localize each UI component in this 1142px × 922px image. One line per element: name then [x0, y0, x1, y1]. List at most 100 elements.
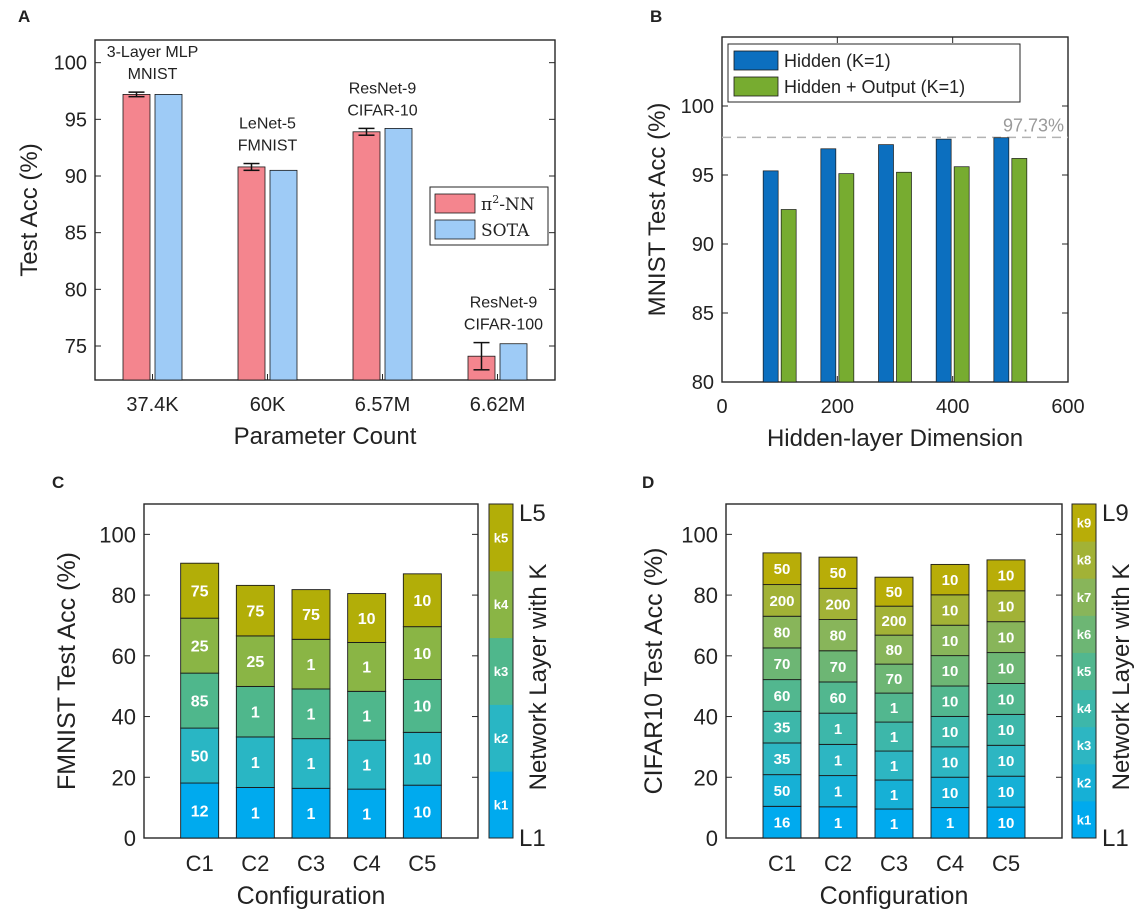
- segment-label: 25: [246, 654, 264, 671]
- colorbar-segment: [1072, 800, 1096, 839]
- colorbar-segment: [1072, 726, 1096, 765]
- legend-label: π2-NN: [481, 193, 535, 215]
- x-tick-label: C4: [353, 851, 381, 876]
- stack-segment: [818, 806, 858, 839]
- reference-label: 97.73%: [1003, 115, 1064, 135]
- colorbar-label: k8: [1077, 553, 1091, 568]
- x-tick-label: 0: [716, 396, 727, 418]
- segment-label: 10: [998, 568, 1015, 585]
- legend-label: Hidden + Output (K=1): [784, 77, 965, 97]
- x-axis-title: Configuration: [820, 882, 969, 910]
- stack-segment: [874, 721, 914, 752]
- x-tick-label: C1: [186, 851, 214, 876]
- bar-sota: [384, 127, 413, 381]
- y-tick-label: 60: [112, 644, 136, 669]
- segment-label: 1: [890, 700, 898, 717]
- stack-segment: [180, 672, 220, 729]
- segment-label: 12: [191, 803, 209, 820]
- y-tick-label: 85: [692, 303, 714, 325]
- bar-sota: [269, 169, 298, 381]
- stack-segment: [986, 559, 1026, 592]
- x-tick-label: 60K: [250, 394, 286, 416]
- colorbar-label: k7: [1077, 590, 1091, 605]
- segment-label: 16: [774, 815, 791, 832]
- segment-label: 75: [302, 607, 320, 624]
- y-tick-label: 80: [694, 583, 718, 608]
- colorbar-frame: [488, 503, 514, 839]
- bar-pinn: [122, 94, 151, 381]
- colorbar-label: k3: [1077, 738, 1091, 753]
- segment-label: 10: [998, 691, 1015, 708]
- colorbar-label: k2: [494, 731, 508, 746]
- x-axis-title: Parameter Count: [234, 423, 417, 450]
- segment-label: 35: [774, 720, 791, 737]
- stack-segment: [818, 587, 858, 621]
- segment-label: 35: [774, 751, 791, 768]
- colorbar-bottom: L1: [1102, 825, 1129, 852]
- stack-segment: [402, 573, 442, 628]
- stack-segment: [818, 775, 858, 808]
- y-tick-label: 40: [694, 705, 718, 730]
- bar-hidden: [993, 137, 1010, 383]
- segment-label: 50: [830, 565, 847, 582]
- segment-label: 1: [307, 657, 316, 674]
- stack-segment: [402, 626, 442, 680]
- x-axis-title: Hidden-layer Dimension: [767, 425, 1023, 452]
- segment-label: 1: [251, 805, 260, 822]
- annotation-model: LeNet-5: [239, 116, 296, 133]
- stack-segment: [762, 615, 802, 649]
- x-tick-label: 6.57M: [355, 394, 411, 416]
- legend-label-rest: -NN: [499, 195, 535, 215]
- y-tick-label: 40: [112, 705, 136, 730]
- annotation-dataset: FMNIST: [238, 138, 298, 155]
- colorbar-label: k4: [1077, 701, 1092, 716]
- colorbar-segment: [489, 504, 513, 572]
- stack-segment: [930, 563, 970, 596]
- y-tick-label: 80: [65, 279, 87, 301]
- annotation-dataset: CIFAR-10: [347, 102, 417, 119]
- y-tick-label: 90: [65, 166, 87, 188]
- stack-segment: [874, 779, 914, 810]
- panel-letter: C: [52, 473, 64, 492]
- y-tick-label: 95: [692, 165, 714, 187]
- segment-label: 50: [191, 748, 209, 765]
- stack-segment: [986, 683, 1026, 715]
- segment-label: 10: [942, 785, 959, 802]
- stack-segment: [818, 619, 858, 652]
- segment-label: 1: [890, 758, 898, 775]
- stack-segment: [762, 774, 802, 807]
- y-tick-label: 80: [112, 583, 136, 608]
- stack-segment: [930, 655, 970, 687]
- panel-letter: A: [18, 7, 30, 26]
- colorbar-segment: [489, 771, 513, 839]
- stack-segment: [180, 782, 220, 839]
- colorbar-label: k4: [494, 597, 509, 612]
- segment-label: 1: [251, 755, 260, 772]
- colorbar-segment: [1072, 652, 1096, 691]
- y-tick-label: 95: [65, 109, 87, 131]
- segment-label: 1: [362, 660, 371, 677]
- segment-label: 10: [358, 611, 376, 628]
- annotation-model: ResNet-9: [349, 80, 417, 97]
- bar-hidden-output: [838, 173, 855, 383]
- stack-segment: [762, 647, 802, 681]
- colorbar-label: k1: [1077, 812, 1091, 827]
- y-tick-label: 100: [681, 522, 718, 547]
- segment-label: 1: [834, 815, 842, 832]
- segment-label: 1: [890, 729, 898, 746]
- colorbar-label: k2: [1077, 775, 1091, 790]
- x-tick-label: C2: [241, 851, 269, 876]
- panel-letter: B: [650, 7, 662, 26]
- y-tick-label: 100: [54, 53, 87, 75]
- colorbar-segment: [1072, 578, 1096, 616]
- segment-label: 60: [774, 688, 791, 705]
- segment-label: 1: [307, 806, 316, 823]
- segment-label: 10: [413, 593, 431, 610]
- annotation-model: ResNet-9: [470, 295, 538, 312]
- stack-segment: [235, 685, 275, 738]
- segment-label: 200: [825, 596, 850, 613]
- plot-frame: [721, 36, 1069, 383]
- colorbar-top: L5: [519, 500, 546, 527]
- bar-hidden: [762, 170, 779, 383]
- panel-b: B 80 85 90 95 100 0 200 400 600 97.73% Hidden (K=1)…: [644, 7, 1085, 452]
